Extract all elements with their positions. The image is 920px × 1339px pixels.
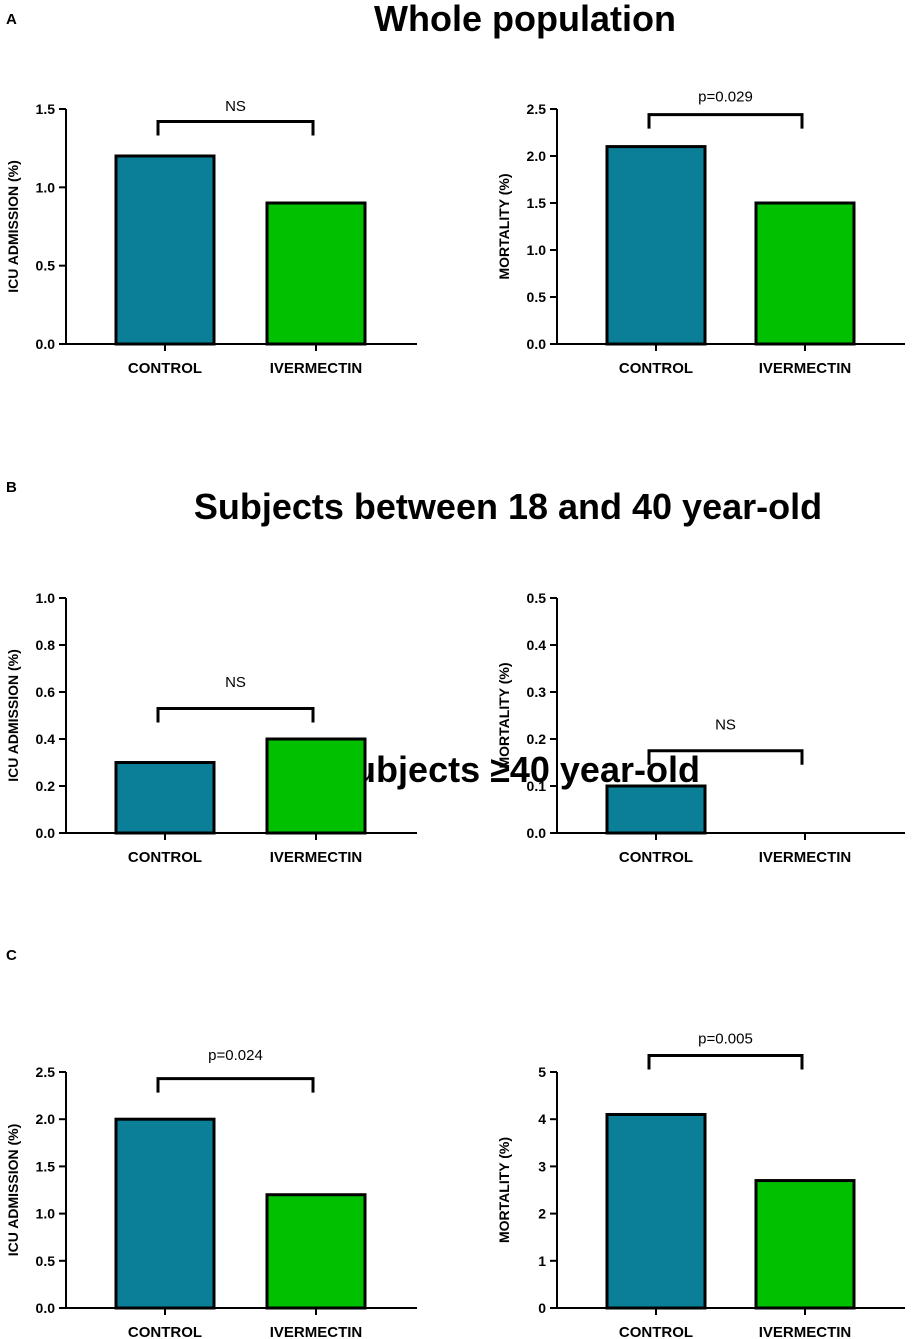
chart-3: 0.0 0.2 0.4 0.6 0.8 1.0 ICU ADMISSION (%) CONTR… — [5, 590, 417, 866]
panel-letter-a: A — [6, 11, 17, 28]
significance-bracket — [647, 1053, 804, 1070]
bar-ivermectin — [754, 1179, 856, 1310]
y-axis-title: ICU ADMISSION (%) — [5, 1124, 21, 1256]
y-tick-label: 1.5 — [527, 195, 547, 211]
y-tick-label: 5 — [538, 1064, 546, 1080]
y-axis-title: ICU ADMISSION (%) — [5, 160, 21, 292]
y-tick-label: 0.2 — [527, 731, 547, 747]
x-category-label: IVERMECTIN — [759, 360, 852, 377]
section-c-header: C Subjects ≥40 year-old — [6, 749, 700, 964]
y-tick-label: 0.5 — [36, 258, 56, 274]
bar-control — [605, 145, 707, 346]
bar-ivermectin — [265, 1193, 367, 1310]
x-category-label: CONTROL — [619, 849, 693, 866]
chart-4: 0.0 0.1 0.2 0.3 0.4 0.5 MORTALITY (%) CONTROL IV… — [496, 590, 905, 866]
panel-letter-c: C — [6, 947, 17, 964]
bar-ivermectin — [754, 201, 856, 346]
y-tick-label: 0.4 — [527, 637, 547, 653]
chart-6: 0 1 2 3 4 5 MORTALITY (%) CONTROL IVERMECTIN p=0.… — [496, 1030, 905, 1339]
charts-container: 0.0 0.5 1.0 1.5 ICU ADMISSION (%) CONTROL IVER… — [5, 89, 905, 1339]
significance-bracket — [156, 706, 315, 723]
y-tick-label: 0.4 — [36, 731, 56, 747]
y-tick-label: 2.0 — [36, 1111, 56, 1127]
chart-2: 0.0 0.5 1.0 1.5 2.0 2.5 MORTALITY (%) CONTROL IV… — [496, 89, 905, 377]
bar-ivermectin — [265, 737, 367, 835]
y-tick-label: 3 — [538, 1158, 546, 1174]
significance-label: NS — [225, 674, 246, 691]
y-tick-label: 0.0 — [527, 825, 547, 841]
y-tick-label: 1.5 — [36, 1158, 56, 1174]
significance-label: p=0.005 — [698, 1030, 753, 1047]
y-tick-label: 0.5 — [527, 289, 547, 305]
y-tick-label: 1.0 — [36, 179, 56, 195]
y-axis-title: MORTALITY (%) — [496, 173, 512, 279]
section-title-c: Subjects ≥40 year-old — [330, 749, 700, 790]
significance-bracket — [647, 113, 804, 129]
y-tick-label: 0.8 — [36, 637, 56, 653]
y-tick-label: 2.5 — [527, 101, 547, 117]
chart-1: 0.0 0.5 1.0 1.5 ICU ADMISSION (%) CONTROL IVER… — [5, 98, 417, 377]
y-tick-label: 1.0 — [527, 242, 547, 258]
y-tick-label: 0.3 — [527, 684, 547, 700]
y-tick-label: 2.0 — [527, 148, 547, 164]
y-tick-label: 0.1 — [527, 778, 547, 794]
x-category-label: IVERMECTIN — [270, 1324, 363, 1339]
section-b-header: B Subjects between 18 and 40 year-old — [6, 479, 822, 527]
y-tick-label: 1 — [538, 1253, 546, 1269]
y-tick-label: 1.0 — [36, 590, 56, 606]
y-tick-label: 2 — [538, 1206, 546, 1222]
x-category-label: IVERMECTIN — [270, 360, 363, 377]
bar-control — [114, 1117, 216, 1310]
panel-letter-b: B — [6, 479, 17, 496]
significance-label: NS — [715, 716, 736, 733]
y-tick-label: 0.5 — [527, 590, 547, 606]
significance-label: NS — [225, 98, 246, 115]
x-category-label: CONTROL — [619, 360, 693, 377]
y-tick-label: 0.0 — [527, 336, 547, 352]
significance-bracket — [647, 749, 804, 765]
x-category-label: CONTROL — [619, 1324, 693, 1339]
bar-control — [114, 154, 216, 346]
x-category-label: CONTROL — [128, 360, 202, 377]
x-category-label: IVERMECTIN — [759, 1324, 852, 1339]
y-tick-label: 0.0 — [36, 336, 56, 352]
y-tick-label: 0.0 — [36, 825, 56, 841]
y-tick-label: 1.0 — [36, 1206, 56, 1222]
section-a-header: A Whole population — [6, 0, 676, 39]
section-title-a: Whole population — [374, 0, 676, 39]
bar-ivermectin — [265, 201, 367, 346]
y-tick-label: 1.5 — [36, 101, 56, 117]
significance-label: p=0.024 — [208, 1047, 263, 1064]
significance-bracket — [156, 120, 315, 136]
section-title-b: Subjects between 18 and 40 year-old — [194, 486, 822, 527]
y-tick-label: 0.2 — [36, 778, 56, 794]
y-axis-title: ICU ADMISSION (%) — [5, 649, 21, 781]
chart-5: 0.0 0.5 1.0 1.5 2.0 2.5 ICU ADMISSION (%) CONTR… — [5, 1047, 417, 1339]
y-tick-label: 0.0 — [36, 1300, 56, 1316]
significance-label: p=0.029 — [698, 89, 753, 106]
x-category-label: CONTROL — [128, 849, 202, 866]
bar-control — [605, 784, 707, 835]
y-tick-label: 0.6 — [36, 684, 56, 700]
y-tick-label: 0 — [538, 1300, 546, 1316]
x-category-label: IVERMECTIN — [759, 849, 852, 866]
x-category-label: CONTROL — [128, 1324, 202, 1339]
bar-control — [114, 761, 216, 835]
y-tick-label: 4 — [538, 1111, 546, 1127]
y-axis-title: MORTALITY (%) — [496, 662, 512, 768]
x-category-label: IVERMECTIN — [270, 849, 363, 866]
bar-control — [605, 1112, 707, 1310]
significance-bracket — [156, 1077, 315, 1093]
y-tick-label: 2.5 — [36, 1064, 56, 1080]
y-axis-title: MORTALITY (%) — [496, 1137, 512, 1243]
y-tick-label: 0.5 — [36, 1253, 56, 1269]
